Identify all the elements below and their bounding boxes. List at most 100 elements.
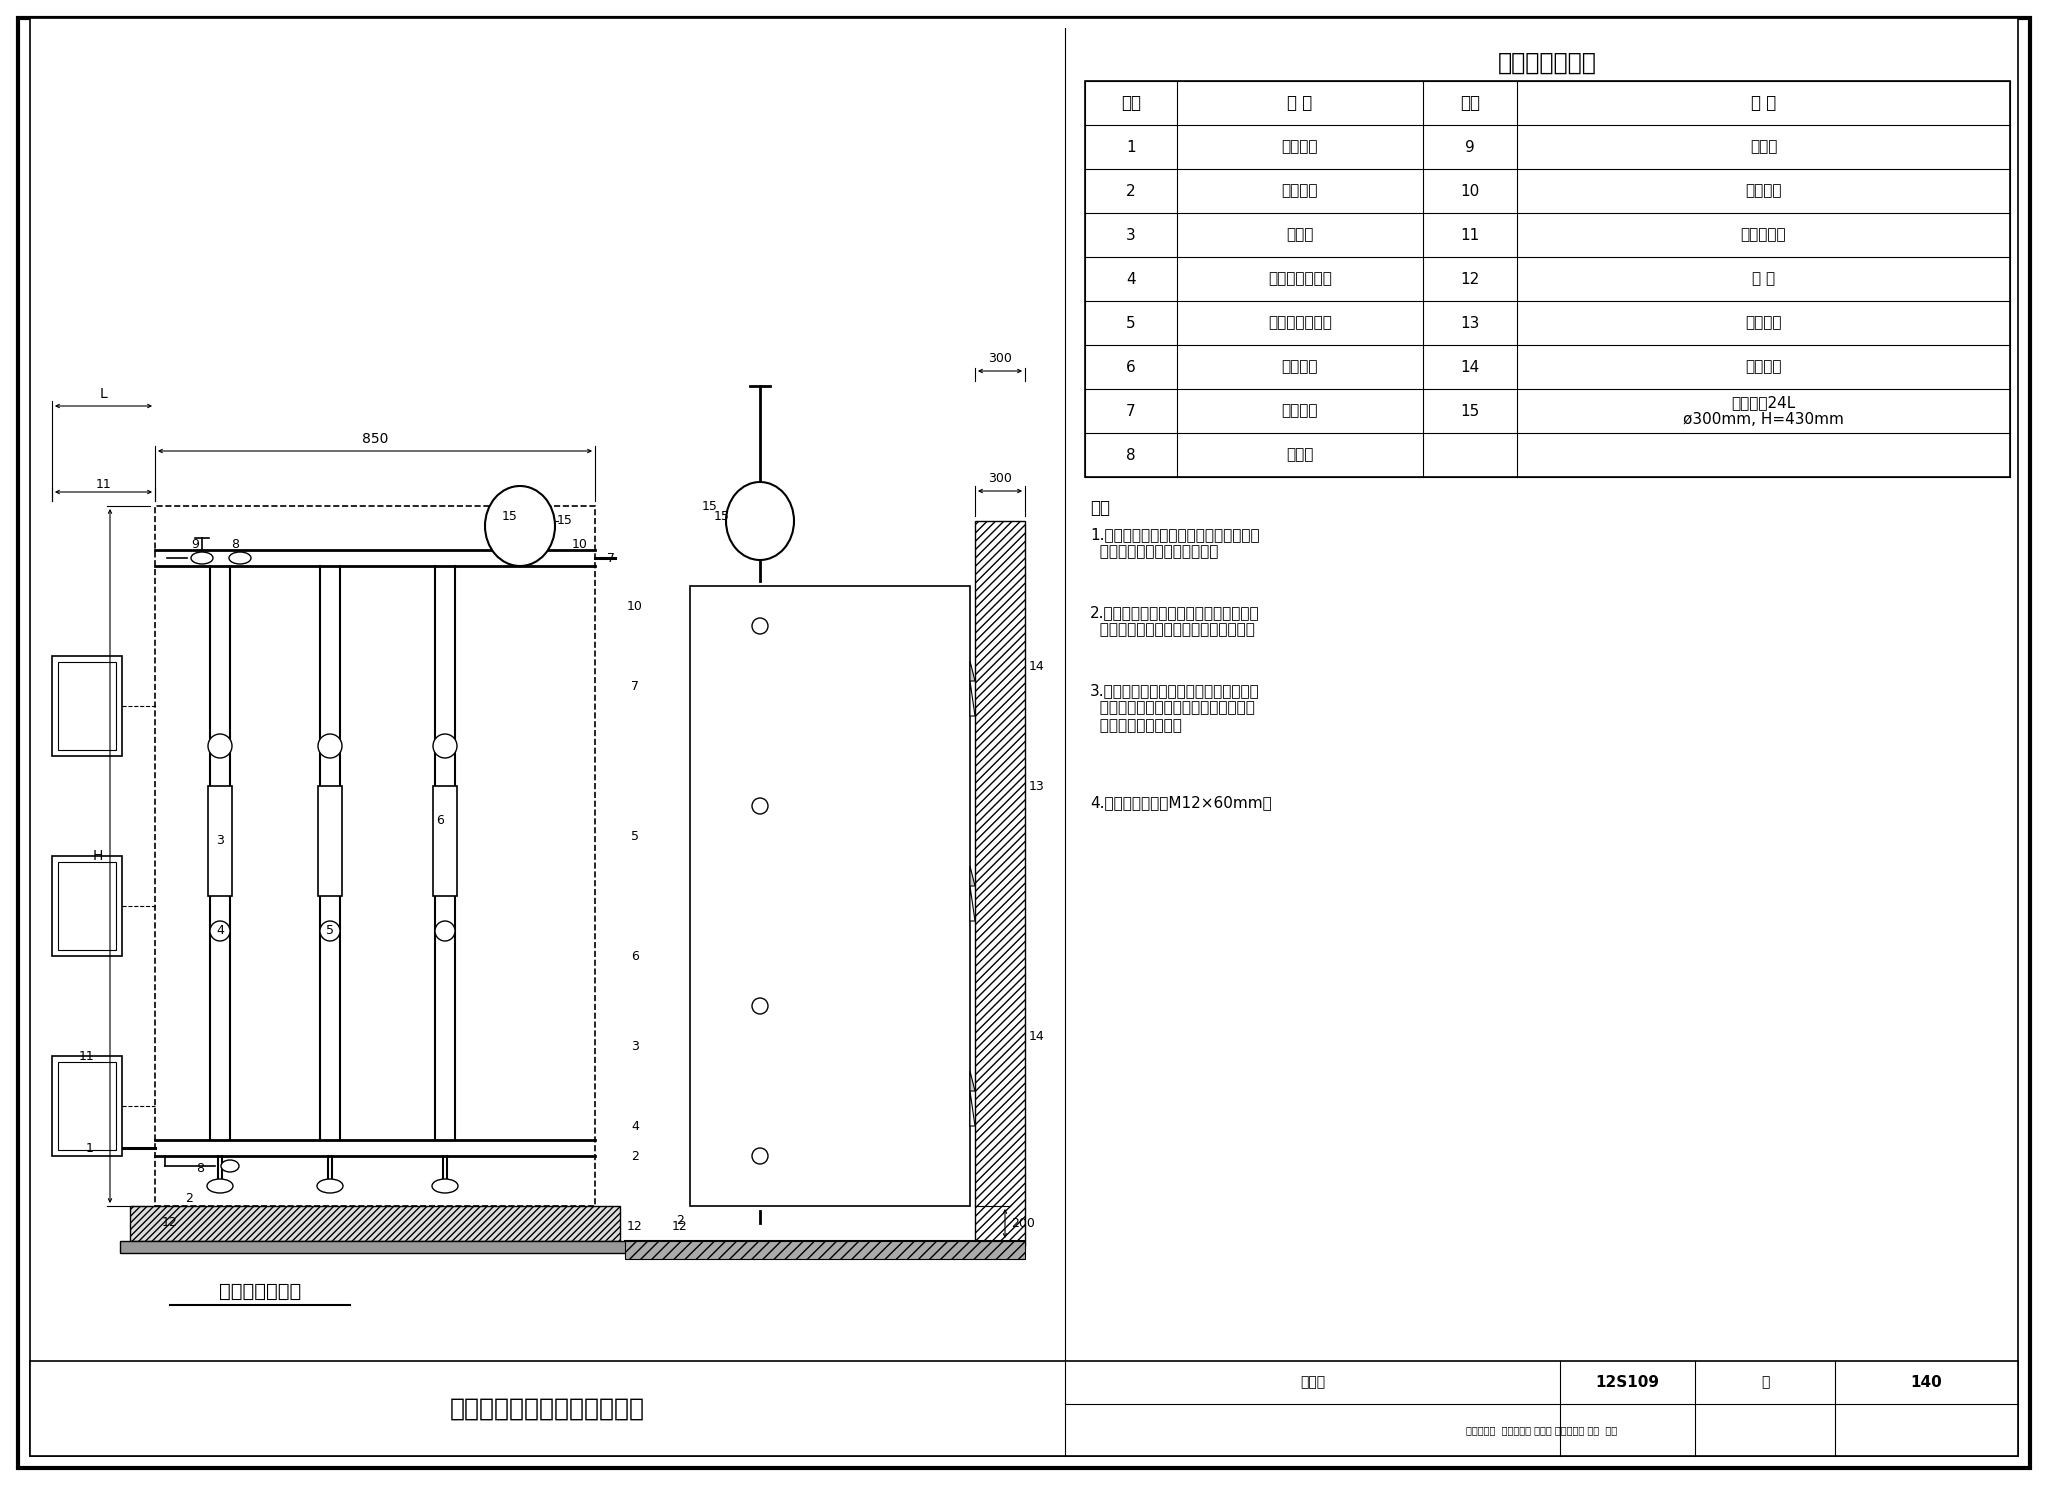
Text: 14: 14 xyxy=(1460,360,1479,374)
Text: 850: 850 xyxy=(362,432,389,446)
Bar xyxy=(57,1062,117,1150)
Text: 出水蝶阀: 出水蝶阀 xyxy=(1282,404,1319,419)
Bar xyxy=(31,1361,2017,1456)
Ellipse shape xyxy=(317,734,342,758)
Text: L: L xyxy=(100,386,106,401)
Text: 2: 2 xyxy=(184,1192,193,1205)
Text: 13: 13 xyxy=(1460,315,1481,330)
Bar xyxy=(51,856,123,955)
Text: 8: 8 xyxy=(197,1162,205,1174)
Text: 管中泵式供水设备立式安装图: 管中泵式供水设备立式安装图 xyxy=(451,1397,645,1421)
Bar xyxy=(1085,82,2009,477)
Text: 9: 9 xyxy=(1464,140,1475,155)
Text: 8: 8 xyxy=(231,538,240,550)
Polygon shape xyxy=(971,661,975,681)
Ellipse shape xyxy=(209,734,231,758)
Polygon shape xyxy=(971,1071,975,1091)
Ellipse shape xyxy=(725,481,795,560)
Text: 12: 12 xyxy=(627,1220,643,1232)
Text: 140: 140 xyxy=(1911,1375,1942,1389)
Bar xyxy=(975,522,1024,1245)
Text: 壁挂立式安装图: 壁挂立式安装图 xyxy=(219,1281,301,1300)
Text: 12S109: 12S109 xyxy=(1595,1375,1659,1389)
Bar xyxy=(129,1207,621,1241)
Text: 进水远传压力表: 进水远传压力表 xyxy=(1268,272,1331,287)
Bar xyxy=(317,786,342,896)
Text: 11: 11 xyxy=(1460,227,1479,242)
Bar xyxy=(51,655,123,756)
Text: 3.壁挂式安装，壁挂支架应固定在混凝土
  或实心砖墙上，不得固定在加气混凝土
  隔墙或空心砖墙上。: 3.壁挂式安装，壁挂支架应固定在混凝土 或实心砖墙上，不得固定在加气混凝土 隔墙… xyxy=(1090,684,1260,733)
Bar xyxy=(156,507,596,1207)
Ellipse shape xyxy=(432,1178,459,1193)
Text: 2: 2 xyxy=(676,1214,684,1227)
Text: 4: 4 xyxy=(215,924,223,938)
Polygon shape xyxy=(971,866,975,886)
Text: 12: 12 xyxy=(672,1220,688,1233)
Text: 12: 12 xyxy=(162,1217,178,1229)
Ellipse shape xyxy=(211,921,229,941)
Text: 12: 12 xyxy=(1460,272,1479,287)
Bar xyxy=(121,1241,631,1253)
Text: 6: 6 xyxy=(631,950,639,963)
Text: 5: 5 xyxy=(631,829,639,843)
Text: 15: 15 xyxy=(557,514,573,528)
Ellipse shape xyxy=(207,1178,233,1193)
Text: 设备组成名称表: 设备组成名称表 xyxy=(1497,51,1597,74)
Text: 旁通管: 旁通管 xyxy=(1286,447,1313,462)
Bar xyxy=(51,1057,123,1156)
Text: 审核管永涛  李水琦校对 蒋晓红 苑晓红设计 白刚  白图: 审核管永涛 李水琦校对 蒋晓红 苑晓红设计 白刚 白图 xyxy=(1466,1425,1618,1435)
Text: 进水蝶阀: 进水蝶阀 xyxy=(1282,183,1319,199)
Text: H: H xyxy=(92,849,102,863)
Text: 出水远传压力表: 出水远传压力表 xyxy=(1268,315,1331,330)
Bar xyxy=(690,585,971,1207)
Bar xyxy=(209,786,231,896)
Ellipse shape xyxy=(752,618,768,635)
Text: 序号: 序号 xyxy=(1460,94,1481,111)
Ellipse shape xyxy=(221,1161,240,1172)
Text: 14: 14 xyxy=(1030,1030,1044,1043)
Ellipse shape xyxy=(752,999,768,1013)
Text: 10: 10 xyxy=(1460,183,1479,199)
Bar xyxy=(432,786,457,896)
Ellipse shape xyxy=(432,734,457,758)
Text: 3: 3 xyxy=(215,835,223,847)
Ellipse shape xyxy=(229,551,252,565)
Text: 11: 11 xyxy=(96,477,111,490)
Text: 7: 7 xyxy=(606,551,614,565)
Text: 1: 1 xyxy=(1126,140,1137,155)
Text: 300: 300 xyxy=(987,473,1012,486)
Ellipse shape xyxy=(317,1178,342,1193)
Text: 15: 15 xyxy=(715,510,729,523)
Polygon shape xyxy=(971,681,975,716)
Text: 10: 10 xyxy=(627,599,643,612)
Text: 6: 6 xyxy=(436,814,444,828)
Text: 5: 5 xyxy=(326,924,334,938)
Text: 2: 2 xyxy=(631,1150,639,1162)
Text: 名 称: 名 称 xyxy=(1751,94,1776,111)
Text: 2: 2 xyxy=(1126,183,1137,199)
Text: 7: 7 xyxy=(1126,404,1137,419)
Bar xyxy=(57,661,117,750)
Text: 15: 15 xyxy=(702,499,719,513)
Text: 8: 8 xyxy=(1126,447,1137,462)
Text: 补压器: 补压器 xyxy=(1286,227,1313,242)
Text: 膨胀螺栓: 膨胀螺栓 xyxy=(1745,360,1782,374)
Text: 出水总管: 出水总管 xyxy=(1745,183,1782,199)
Text: 4: 4 xyxy=(1126,272,1137,287)
Ellipse shape xyxy=(485,486,555,566)
Text: 15: 15 xyxy=(1460,404,1479,419)
Text: 进水总管: 进水总管 xyxy=(1282,140,1319,155)
Polygon shape xyxy=(971,886,975,921)
Text: 300: 300 xyxy=(987,352,1012,364)
Text: 1: 1 xyxy=(86,1141,94,1155)
Text: 支 架: 支 架 xyxy=(1751,272,1776,287)
Ellipse shape xyxy=(319,921,340,941)
Text: 15: 15 xyxy=(502,510,518,523)
Ellipse shape xyxy=(752,1149,768,1164)
Text: 4.膨胀螺栓规格为M12×60mm。: 4.膨胀螺栓规格为M12×60mm。 xyxy=(1090,795,1272,810)
Text: 注：: 注： xyxy=(1090,499,1110,517)
Text: 防负压阀: 防负压阀 xyxy=(1282,360,1319,374)
Text: 变频控制箱: 变频控制箱 xyxy=(1741,227,1786,242)
Bar xyxy=(57,862,117,950)
Text: 7: 7 xyxy=(631,679,639,692)
